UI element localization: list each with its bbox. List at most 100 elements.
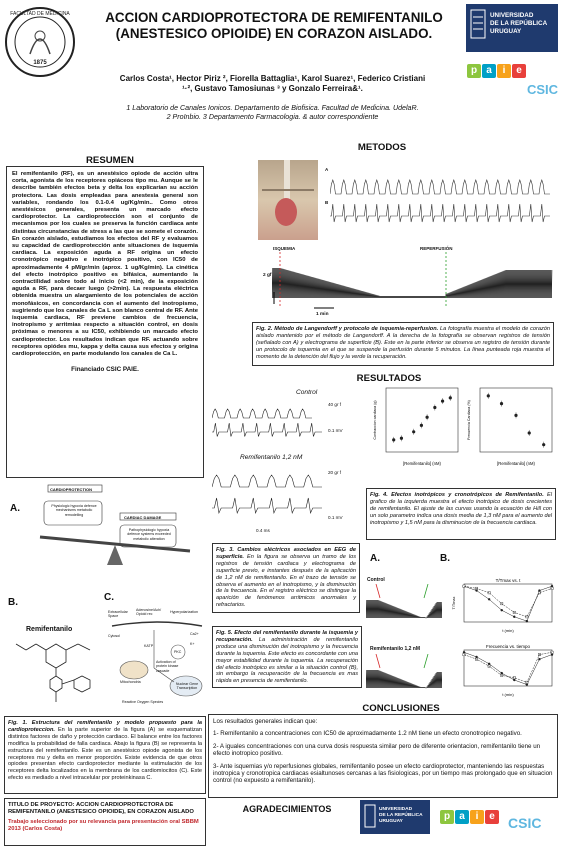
agradecimientos-heading: AGRADECIMIENTOS xyxy=(242,804,332,814)
project-selected: Trabajo seleccionado por su relevancia p… xyxy=(8,819,199,832)
conclusiones-heading: CONCLUSIONES xyxy=(362,703,440,714)
plot-title: T/Tmax vs. t xyxy=(496,578,521,583)
cell-label-nuclear: Nuclear Gene Transcription xyxy=(175,682,199,691)
series-line xyxy=(463,652,553,683)
fig1-balance-diagram xyxy=(39,484,191,565)
data-point xyxy=(487,591,491,595)
cell-label-receptors: Adenosine/Ach/ Opioid rec xyxy=(136,608,162,617)
fig3-scale-01b: 0.1 mV xyxy=(328,515,343,520)
affil-line-1: 1 Laboratorio de Canales Ionicos. Depart… xyxy=(126,104,419,112)
conclusiones-intro: Los resultados generales indican que: xyxy=(213,718,318,725)
conclusion-item-2: 2- A iguales concentraciones con una cur… xyxy=(213,742,541,758)
fig4-inotropic-plot: [Remifentanilo] (nM) Contraccion cardiaca… xyxy=(373,387,459,466)
fig4-caption-body: El grafico de la izquierda muestra el ef… xyxy=(370,492,552,526)
fig3-caption: Fig. 3. Cambios eléctricos asociados en … xyxy=(212,543,360,613)
data-point xyxy=(550,584,554,588)
udelar-footer-line-2: DE LA REPÚBLICA xyxy=(379,813,423,818)
fig1-cell-diagram: Extracellular Space Adenosine/Ach/ Opioi… xyxy=(108,608,206,712)
fig5-frequency-time-plot: Frecuencia vs. tiempo t (min) xyxy=(462,644,554,697)
fig5-control-label: Control xyxy=(367,577,385,583)
fig3-remi-tension xyxy=(212,474,322,488)
seal-year: 1875 xyxy=(33,60,47,66)
paie-letter-p: p xyxy=(467,64,481,78)
affiliations: 1 Laboratorio de Canales Ionicos. Depart… xyxy=(80,104,465,122)
fig1-damage: CARDIAC DAMAGE xyxy=(124,515,162,520)
fig1-label-a: A. xyxy=(10,503,20,514)
fig2-caption: Fig. 2. Método de Langendorff y protocol… xyxy=(252,322,554,366)
fig3-control-label: Control xyxy=(296,389,318,396)
project-title: TITULO DE PROYECTO: ACCION CARDIOPROTECT… xyxy=(8,802,194,815)
fig3-caption-body: En la figura se observa un tramo de los … xyxy=(216,553,356,609)
udelar-logo: UNIVERSIDAD DE LA REPÚBLICA URUGUAY xyxy=(466,4,558,52)
udelar-emblem-icon-footer xyxy=(364,804,376,828)
langendorff-photo xyxy=(258,160,318,240)
fig1-cardioprotection: CARDIOPROTECTION xyxy=(50,487,92,492)
cell-label-pkc: PKC xyxy=(174,650,182,654)
y-axis-label: Frecuencia Cardiaca (%) xyxy=(467,400,471,440)
udelar-emblem-icon xyxy=(470,9,486,39)
fig5-caption: Fig. 5. Efecto del remifentanilo durante… xyxy=(212,626,362,688)
paie-letter-i: i xyxy=(497,64,511,78)
resultados-heading: RESULTADOS xyxy=(356,373,422,384)
series-line xyxy=(463,585,553,618)
fig5-control-trace xyxy=(366,584,442,619)
fig3-scale-time: 0.4 ms xyxy=(256,528,270,533)
resumen-box: El remifentanilo (RF), es un anestésico … xyxy=(6,166,204,478)
paie-footer-p: p xyxy=(440,810,454,824)
y-axis-label: T/Tmax xyxy=(452,596,456,609)
fig5-label-a: A. xyxy=(370,553,380,564)
fig1-label-b: B. xyxy=(8,597,18,608)
reperfusion-label: REPERFUSIÓN xyxy=(420,246,453,251)
conclusion-item-1: 1- Remifentanilo a concentraciones con I… xyxy=(213,730,522,738)
resumen-body: El remifentanilo (RF), es un anestésico … xyxy=(12,171,198,358)
fig2-caption-title: Fig. 2. Método de Langendorff y protocol… xyxy=(256,326,439,332)
remifentanil-structure xyxy=(15,643,91,702)
fig3-remi-label: Remifentanilo 1,2 nM xyxy=(240,454,303,461)
y-axis-label: Contraccion cardiaca (g) xyxy=(373,400,377,439)
fig5-tension-time-plot: T/Tmax vs. t t (min) T/Tmax xyxy=(452,578,554,633)
cell-label-hyperpol: Hyperpolarization xyxy=(170,610,198,614)
title-line-1: ACCION CARDIOPROTECTORA DE REMIFENTANILO xyxy=(105,10,443,25)
paie-footer-i: i xyxy=(470,810,484,824)
seal-text: FACULTAD DE MEDICINA xyxy=(10,11,70,17)
scale-1min: 1 min xyxy=(316,312,329,317)
udelar-line-2: DE LA REPÚBLICA xyxy=(490,20,548,27)
plot-frame xyxy=(463,649,553,687)
tension-trace xyxy=(330,179,550,195)
csic-logo: CSIC xyxy=(527,82,559,97)
cell-label-katp: KATP xyxy=(144,644,154,648)
data-point xyxy=(538,591,541,595)
fig1-caption: Fig. 1. Estructura del remifentanilo y m… xyxy=(4,716,206,794)
x-axis-label: t (min) xyxy=(502,692,514,697)
fig3-remi-ecg xyxy=(212,497,322,515)
series-line xyxy=(463,652,553,685)
udelar-logo-footer: UNIVERSIDAD DE LA REPÚBLICA URUGUAY xyxy=(360,800,430,834)
data-point xyxy=(525,615,529,619)
fig4-caption-title: Fig. 4. Efectos inotrópicos y cronotrópi… xyxy=(370,492,544,498)
paie-logo: p a i e xyxy=(467,64,527,78)
udelar-line-3: URUGUAY xyxy=(490,28,522,35)
resumen-funding: Financiado CSIC PAIE. xyxy=(71,366,139,374)
ischemia-label: ISQUEMIA xyxy=(273,246,296,251)
plot-frame xyxy=(479,387,553,453)
title-line-2: (ANESTESICO OPIOIDE) EN CORAZON AISLADO. xyxy=(115,26,433,41)
paie-letter-e: e xyxy=(512,64,526,78)
cell-label-ca: Ca2+ xyxy=(190,632,199,636)
ischemia-protocol-trace xyxy=(272,252,553,309)
plot-frame xyxy=(463,583,553,623)
conclusiones-box: Los resultados generales indican que: 1-… xyxy=(208,714,558,798)
plot-title: Frecuencia vs. tiempo xyxy=(486,644,531,649)
cell-label-kinase: Activation of protein kinase cascade xyxy=(156,660,179,673)
resumen-heading: RESUMEN xyxy=(86,155,134,166)
poster-title: ACCION CARDIOPROTECTORA DE REMIFENTANILO… xyxy=(86,10,462,42)
udelar-line-1: UNIVERSIDAD xyxy=(490,12,534,19)
fig5-caption-title: Fig. 5. Efecto del remifentanilo durante… xyxy=(216,630,358,643)
project-box: TITULO DE PROYECTO: ACCION CARDIOPROTECT… xyxy=(4,798,206,846)
fig4-chronotropic-plot: [Remifentanilo] (nM) Frecuencia Cardiaca … xyxy=(467,387,553,466)
fig3-control-ecg xyxy=(212,422,322,437)
paie-footer-a: a xyxy=(455,810,469,824)
fig2-caption-body: La fotografía muestra el modelo de coraz… xyxy=(256,326,551,360)
fig3-scale-01: 0.1 mV xyxy=(328,428,343,433)
fig4-caption: Fig. 4. Efectos inotrópicos y cronotrópi… xyxy=(366,488,556,540)
plot-frame xyxy=(385,387,459,453)
